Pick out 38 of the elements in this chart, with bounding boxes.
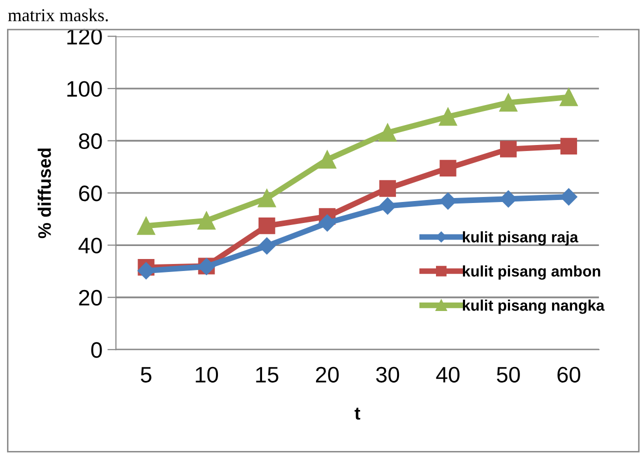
x-tick-label: 30	[376, 366, 400, 383]
x-tick-label: 20	[316, 366, 339, 383]
point	[138, 262, 155, 280]
point	[318, 150, 336, 169]
x-tick-label: 15	[256, 367, 278, 383]
x-axis-title: t	[354, 408, 360, 420]
x-tick-label: 40	[436, 366, 460, 383]
legend-label: kulit pisang raja	[462, 231, 578, 246]
point	[438, 108, 458, 126]
point	[258, 189, 276, 208]
point	[197, 212, 216, 230]
y-tick-label: 80	[78, 133, 102, 150]
point	[258, 218, 276, 234]
y-tick-label: 100	[67, 81, 102, 97]
x-tick-label: 50	[496, 366, 520, 383]
point	[560, 188, 578, 206]
y-tick-label: 0	[91, 342, 102, 358]
point	[499, 94, 518, 112]
point	[500, 140, 517, 158]
point	[440, 160, 456, 176]
point	[560, 88, 578, 106]
x-tick-label: 60	[558, 366, 580, 383]
legend-label: kulit pisang nangka	[462, 300, 605, 314]
text: matrix masks.	[8, 8, 108, 22]
y-tick-label: 20	[79, 290, 102, 306]
point	[560, 138, 578, 155]
y-tick-label: 40	[78, 238, 102, 254]
point	[378, 124, 397, 142]
x-tick-label: 5	[140, 367, 152, 383]
x-tick-label: 10	[196, 366, 218, 383]
point	[379, 180, 396, 197]
point	[379, 197, 396, 215]
point	[137, 216, 156, 235]
point	[258, 237, 276, 254]
legend-label: kulit pisang ambon	[462, 265, 600, 280]
y-axis-title: % diffused	[38, 148, 51, 238]
y-tick-label: 60	[79, 185, 102, 202]
point	[318, 214, 336, 232]
